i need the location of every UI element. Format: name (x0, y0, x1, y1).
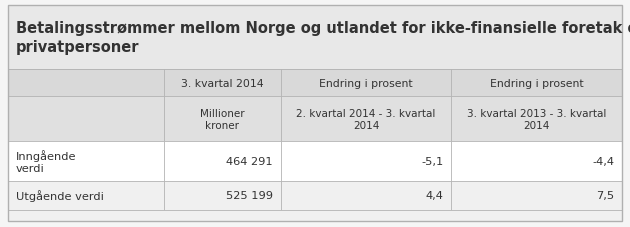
Text: Millioner
kroner: Millioner kroner (200, 108, 244, 130)
Text: 2. kvartal 2014 - 3. kvartal
2014: 2. kvartal 2014 - 3. kvartal 2014 (297, 108, 436, 130)
Bar (8, 181, 164, 210)
Bar (452, 142, 622, 181)
Text: Utgående verdi: Utgående verdi (16, 190, 104, 202)
Bar (281, 70, 452, 96)
Bar (8, 96, 164, 142)
Bar (281, 142, 452, 181)
Bar (8, 210, 622, 221)
Bar (452, 70, 622, 96)
Bar (281, 181, 452, 210)
Text: 3. kvartal 2013 - 3. kvartal
2014: 3. kvartal 2013 - 3. kvartal 2014 (467, 108, 607, 130)
Text: 4,4: 4,4 (426, 191, 444, 200)
Bar (164, 181, 281, 210)
Bar (164, 142, 281, 181)
Bar (8, 6, 622, 70)
Bar (8, 70, 164, 96)
Text: Endring i prosent: Endring i prosent (490, 78, 583, 88)
Text: Betalingsstrømmer mellom Norge og utlandet for ikke-finansielle foretak og
priva: Betalingsstrømmer mellom Norge og utland… (16, 21, 630, 55)
Bar (452, 181, 622, 210)
Text: 525 199: 525 199 (226, 191, 273, 200)
Bar (452, 96, 622, 142)
Text: -4,4: -4,4 (592, 157, 614, 167)
Text: Inngående
verdi: Inngående verdi (16, 150, 76, 173)
Bar (164, 96, 281, 142)
Text: Endring i prosent: Endring i prosent (319, 78, 413, 88)
Bar (281, 96, 452, 142)
Text: 3. kvartal 2014: 3. kvartal 2014 (181, 78, 264, 88)
Text: 7,5: 7,5 (596, 191, 614, 200)
Bar (164, 70, 281, 96)
Text: -5,1: -5,1 (421, 157, 444, 167)
Bar (8, 142, 164, 181)
Text: 464 291: 464 291 (226, 157, 273, 167)
